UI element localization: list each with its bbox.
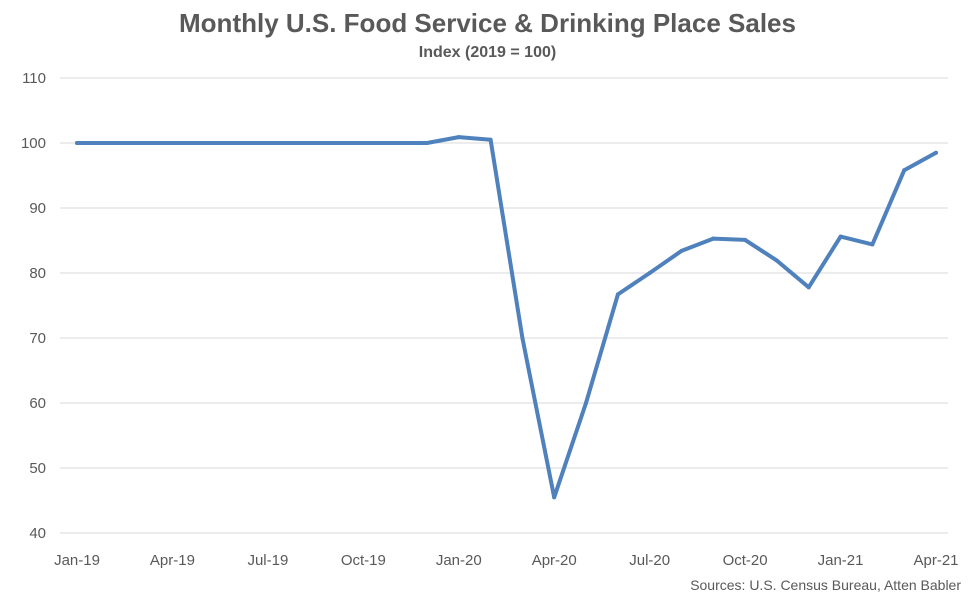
x-tick-label: Jul-20: [629, 552, 670, 569]
data-point: [456, 135, 461, 140]
data-point: [806, 285, 811, 290]
gridlines: [60, 77, 948, 534]
data-point: [902, 168, 907, 173]
data-point: [615, 292, 620, 297]
y-tick-label: 80: [29, 265, 46, 282]
y-tick-label: 100: [21, 135, 46, 152]
x-tick-label: Jan-21: [818, 552, 864, 569]
x-axis-ticks: Jan-19 Apr-19 Jul-19 Oct-19 Jan-20 Apr-20 Jul-…: [54, 552, 958, 569]
y-tick-label: 70: [29, 330, 46, 347]
x-tick-label: Apr-19: [150, 552, 195, 569]
data-point: [138, 141, 143, 145]
data-point: [75, 141, 79, 145]
data-point: [424, 141, 429, 145]
y-tick-label: 40: [29, 525, 46, 542]
x-tick-label: Jul-19: [247, 552, 288, 569]
y-tick-label: 60: [29, 395, 46, 412]
chart-subtitle: Index (2019 = 100): [418, 44, 557, 61]
data-point: [329, 141, 334, 145]
x-tick-label: Jan-19: [54, 552, 100, 569]
data-point: [361, 141, 366, 145]
x-tick-label: Oct-19: [341, 552, 386, 569]
data-point: [202, 141, 207, 145]
data-point: [297, 141, 302, 145]
x-tick-label: Apr-21: [913, 552, 958, 569]
data-point: [679, 248, 684, 253]
y-axis-ticks: 40 50 60 70 80 90 100 110: [21, 70, 46, 542]
data-point: [934, 150, 938, 155]
source-note: Sources: U.S. Census Bureau, Atten Bable…: [690, 577, 961, 593]
y-tick-label: 90: [29, 200, 46, 217]
data-point: [711, 236, 716, 241]
data-point: [584, 401, 589, 405]
data-point: [647, 271, 652, 275]
x-tick-label: Oct-20: [723, 552, 768, 569]
chart-title: Monthly U.S. Food Service & Drinking Pla…: [179, 8, 796, 38]
data-point: [106, 141, 111, 145]
data-point: [393, 141, 398, 145]
data-point: [774, 258, 779, 263]
data-point: [170, 141, 175, 145]
series-line-0: [75, 135, 938, 500]
data-point: [234, 141, 239, 145]
data-point: [265, 141, 270, 145]
y-tick-label: 110: [22, 70, 46, 87]
data-point: [743, 237, 748, 242]
series-group: [75, 135, 938, 500]
data-point: [838, 234, 843, 239]
data-point: [552, 495, 557, 500]
x-tick-label: Jan-20: [436, 552, 482, 569]
y-tick-label: 50: [29, 460, 46, 477]
data-point: [520, 336, 525, 340]
data-point: [488, 137, 493, 142]
data-point: [870, 242, 875, 247]
x-tick-label: Apr-20: [532, 552, 577, 569]
